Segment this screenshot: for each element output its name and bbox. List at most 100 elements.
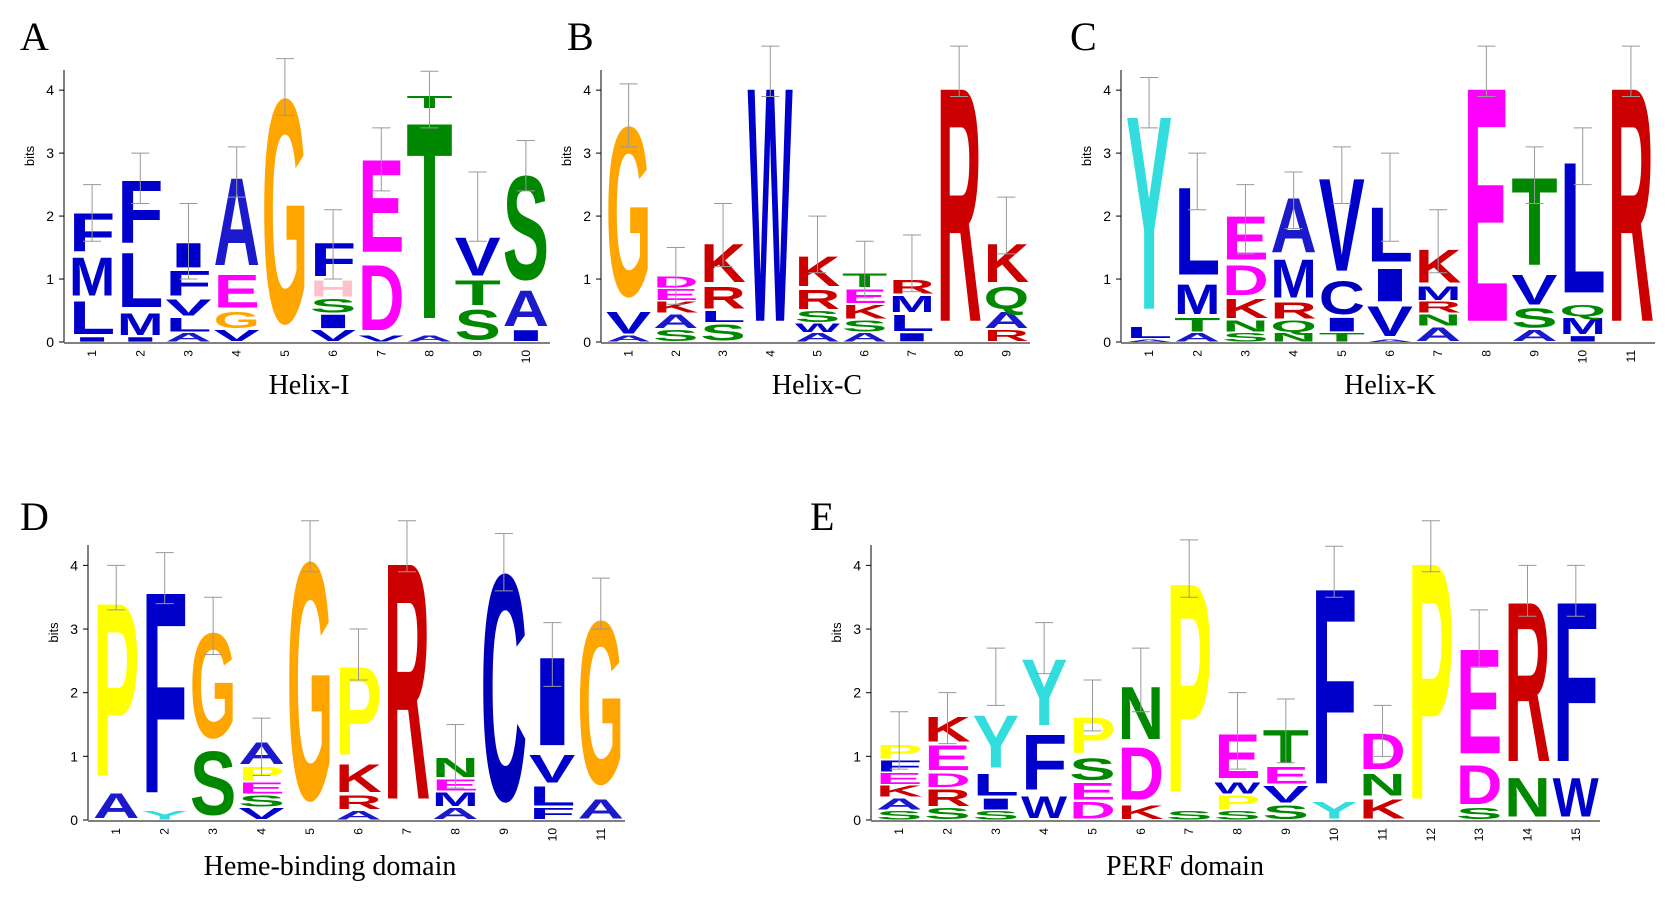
x-tick-label: 11 <box>1376 828 1390 841</box>
logo-letter-S: S <box>1263 801 1309 823</box>
y-tick-label: 4 <box>46 82 54 98</box>
panel-letter: C <box>1070 14 1097 59</box>
logo-letter-V: V <box>1263 781 1310 808</box>
logo-letter-D: D <box>1069 797 1115 823</box>
y-tick-label: 1 <box>1103 271 1111 287</box>
logo-letter-V: V <box>358 335 404 344</box>
logo-letter-K: K <box>1359 794 1406 825</box>
y-tick-label: 0 <box>46 334 54 350</box>
logo-letter-D: D <box>924 769 970 791</box>
x-tick-label: 3 <box>206 828 220 835</box>
logo-letter-A: A <box>1126 338 1172 342</box>
x-tick-label: 5 <box>811 350 825 357</box>
panel-caption: PERF domain <box>1106 851 1264 882</box>
x-tick-label: 11 <box>1624 350 1638 363</box>
logo-letter-V: V <box>214 327 261 344</box>
logo-letter-Q: Q <box>1560 302 1606 319</box>
x-tick-label: 8 <box>423 350 437 357</box>
logo-letter-L: L <box>165 314 211 336</box>
logo-letter-E: E <box>876 770 922 788</box>
panel-a: A Helix-I 01234bitsILMF1IMLF2ALVFI3VGEA4… <box>20 14 550 401</box>
logo-letter-K: K <box>842 301 888 323</box>
panel-caption: Helix-K <box>1344 370 1436 401</box>
logo-letter-R: R <box>1271 298 1317 324</box>
logo-letter-S: S <box>700 319 745 345</box>
x-tick-label: 4 <box>230 350 244 357</box>
logo-letter-E: E <box>1069 778 1115 804</box>
logo-letter-R: R <box>924 785 970 811</box>
logo-letter-I: I <box>310 311 356 333</box>
y-axis-label: bits <box>559 145 574 166</box>
panel-caption: Heme-binding domain <box>204 851 457 882</box>
x-tick-label: 15 <box>1569 828 1583 842</box>
logo-letter-S: S <box>876 809 922 822</box>
logo-letter-M: M <box>1271 248 1317 310</box>
y-tick-label: 2 <box>46 208 54 224</box>
logo-letter-S: S <box>1166 809 1212 822</box>
x-tick-label: 1 <box>1142 350 1156 357</box>
logo-letter-A: A <box>606 335 651 344</box>
panel-c: C Helix-K 01234bitsALY1ATML2SNKDE3NQRMA4… <box>1070 14 1655 401</box>
y-tick-label: 3 <box>46 145 54 161</box>
x-tick-label: 3 <box>716 350 730 357</box>
logo-letter-V: V <box>529 747 576 791</box>
logo-letter-G: G <box>214 307 260 333</box>
logo-letter-D: D <box>358 246 404 351</box>
logo-letter-L: L <box>889 310 934 336</box>
y-tick-label: 2 <box>853 685 861 701</box>
logo-letter-I: I <box>503 327 549 344</box>
panel-caption: Helix-I <box>269 370 350 401</box>
panel-caption: Helix-C <box>772 370 862 401</box>
logo-letter-M: M <box>1174 275 1220 323</box>
y-axis-label: bits <box>46 622 61 643</box>
x-tick-label: 3 <box>989 828 1003 835</box>
logo-letter-A: A <box>842 331 887 344</box>
logo-letter-S: S <box>924 805 970 823</box>
x-tick-label: 3 <box>182 350 196 357</box>
logo-letter-C: C <box>1319 271 1365 324</box>
x-tick-label: 8 <box>1231 828 1245 835</box>
logo-letter-K: K <box>653 299 698 316</box>
x-tick-label: 8 <box>448 828 462 835</box>
logo-letter-L: L <box>973 767 1019 802</box>
logo-letter-S: S <box>842 318 887 335</box>
logo-letter-K: K <box>1222 294 1269 325</box>
x-tick-label: 9 <box>497 828 511 835</box>
x-tick-label: 1 <box>85 350 99 357</box>
x-tick-label: 8 <box>1479 350 1493 357</box>
x-tick-label: 1 <box>109 828 123 835</box>
y-tick-label: 4 <box>583 82 591 98</box>
x-tick-label: 13 <box>1472 828 1486 842</box>
panel-letter: E <box>810 494 834 539</box>
x-tick-label: 9 <box>1279 828 1293 835</box>
logo-letter-S: S <box>455 301 501 349</box>
logo-letter-F: F <box>1021 719 1067 807</box>
logo-letter-T: T <box>1174 314 1221 336</box>
logo-letter-V: V <box>1367 298 1413 346</box>
logo-letter-I: I <box>973 795 1019 813</box>
logo-letter-N: N <box>1271 331 1317 344</box>
x-tick-label: 5 <box>1086 828 1100 835</box>
logo-letter-A: A <box>1174 331 1220 344</box>
logo-letter-E: E <box>214 265 260 318</box>
logo-letter-A: A <box>93 786 140 826</box>
logo-letter-H: H <box>310 276 356 302</box>
logo-letter-N: N <box>1504 767 1550 829</box>
logo-letter-I: I <box>1319 314 1365 336</box>
y-axis-label: bits <box>829 622 844 643</box>
logo-letter-R: R <box>1415 299 1461 316</box>
logo-letter-Y: Y <box>1311 798 1357 824</box>
x-tick-label: 6 <box>326 350 340 357</box>
x-tick-label: 7 <box>905 350 919 357</box>
logo-letter-R: R <box>335 792 382 814</box>
logo-letter-A: A <box>1367 338 1413 342</box>
logo-letter-T: T <box>1319 331 1365 344</box>
panel-letter: A <box>20 14 49 59</box>
x-tick-label: 2 <box>941 828 955 835</box>
y-tick-label: 3 <box>583 145 591 161</box>
logo-letter-W: W <box>1553 768 1600 829</box>
logo-letter-S: S <box>1222 331 1268 344</box>
logo-letter-I: I <box>1560 334 1606 343</box>
logo-letter-Q: Q <box>984 280 1029 315</box>
logo-letter-V: V <box>310 327 357 344</box>
